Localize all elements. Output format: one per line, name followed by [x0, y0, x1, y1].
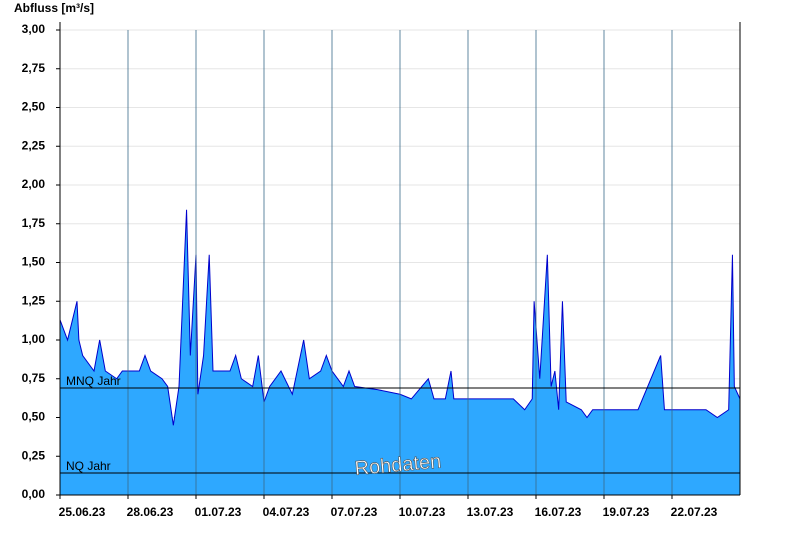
x-tick-label: 10.07.23 — [399, 505, 446, 519]
x-tick-label: 22.07.23 — [671, 505, 718, 519]
y-tick-label: 0,75 — [22, 371, 46, 385]
x-tick-label: 19.07.23 — [603, 505, 650, 519]
y-tick-label: 3,00 — [22, 22, 46, 36]
y-tick-label: 2,25 — [22, 138, 46, 152]
y-tick-label: 1,00 — [22, 332, 46, 346]
x-tick-label: 04.07.23 — [263, 505, 310, 519]
line — [59, 209, 741, 426]
y-tick-label: 2,00 — [22, 177, 46, 191]
y-tick-label: 2,50 — [22, 100, 46, 114]
x-tick-label: 07.07.23 — [331, 505, 378, 519]
x-tick-label: 28.06.23 — [127, 505, 174, 519]
x-tick-label: 25.06.23 — [59, 505, 106, 519]
y-tick-label: 1,50 — [22, 255, 46, 269]
x-tick-label: 16.07.23 — [535, 505, 582, 519]
y-tick-label: 0,25 — [22, 448, 46, 462]
y-tick-label: 0,50 — [22, 410, 46, 424]
y-axis-label: Abfluss [m³/s] — [14, 1, 94, 15]
y-tick-label: 1,75 — [22, 216, 46, 230]
y-tick-label: 1,25 — [22, 293, 46, 307]
y-tick-label: 2,75 — [22, 61, 46, 75]
reference-label: NQ Jahr — [66, 459, 111, 473]
area — [60, 209, 740, 496]
x-tick-label: 13.07.23 — [467, 505, 514, 519]
reference-label: MNQ Jahr — [66, 374, 121, 388]
y-tick-label: 0,00 — [22, 487, 46, 501]
x-tick-label: 01.07.23 — [195, 505, 242, 519]
